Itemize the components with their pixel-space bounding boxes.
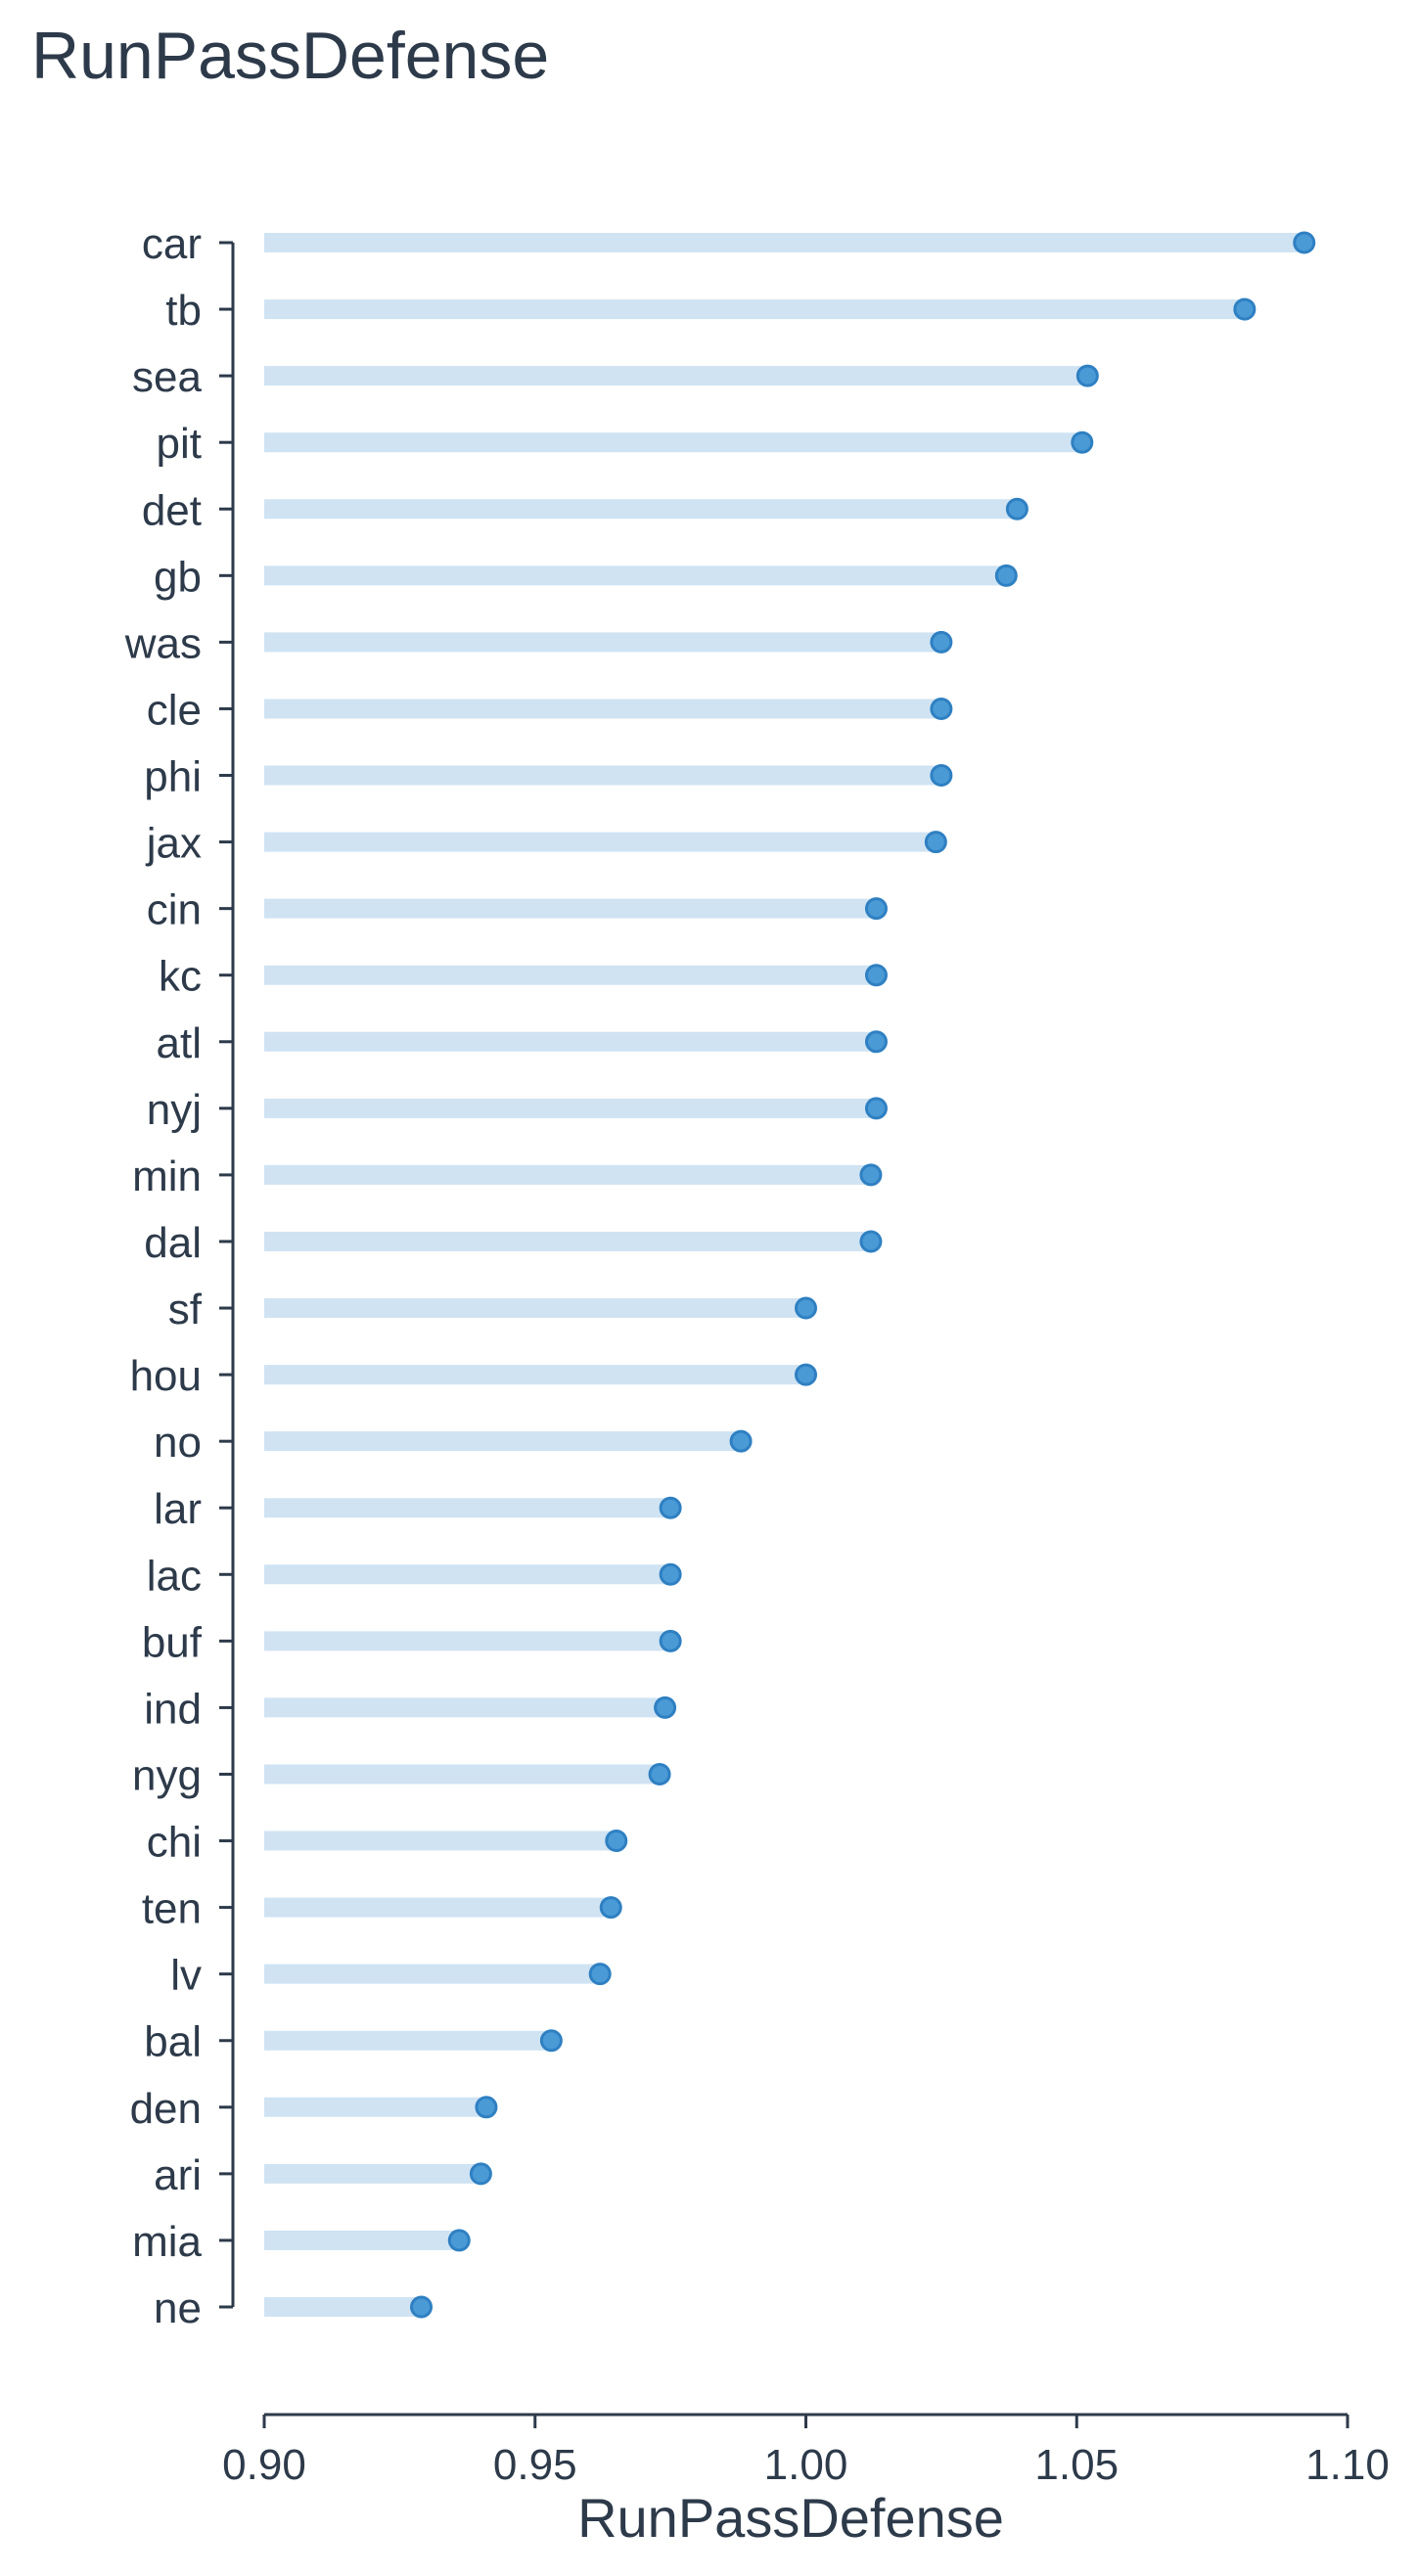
dot-ne — [410, 2295, 434, 2319]
y-tick-label-sea: sea — [132, 353, 202, 401]
x-tick-label: 1.00 — [764, 2441, 848, 2489]
dot-jax — [924, 831, 947, 854]
dot-nyj — [864, 1097, 888, 1120]
y-tick-label-buf: buf — [142, 1618, 203, 1666]
dots-layer — [410, 231, 1316, 2319]
dot-kc — [864, 964, 888, 987]
y-tick-label-ari: ari — [154, 2151, 202, 2199]
dot-pit — [1071, 430, 1094, 454]
dot-mia — [447, 2229, 471, 2252]
y-tick-label-min: min — [132, 1152, 202, 1200]
dot-lv — [588, 1963, 612, 1986]
y-tick-label-lac: lac — [147, 1552, 202, 1600]
y-tick-label-nyg: nyg — [132, 1751, 202, 1799]
dot-lac — [659, 1562, 682, 1586]
dot-phi — [930, 764, 953, 788]
dot-lar — [659, 1496, 682, 1519]
y-tick-label-pit: pit — [157, 420, 202, 468]
y-tick-label-jax: jax — [145, 820, 202, 868]
y-tick-label-bal: bal — [144, 2018, 202, 2066]
y-axis: car tb sea pit det gb was cle phi jax cin kc atl nyj m… — [124, 220, 235, 2332]
y-tick-label-gb: gb — [154, 553, 202, 601]
y-tick-label-cin: cin — [147, 886, 202, 934]
dot-min — [859, 1163, 883, 1187]
dot-chi — [605, 1830, 628, 1853]
x-axis-label: RunPassDefense — [577, 2487, 1004, 2549]
dot-ten — [599, 1896, 622, 1920]
dot-hou — [795, 1363, 817, 1386]
y-tick-label-kc: kc — [159, 953, 202, 1001]
y-tick-label-car: car — [142, 220, 202, 268]
y-tick-label-den: den — [130, 2085, 202, 2133]
dot-sea — [1075, 364, 1099, 387]
y-tick-label-nyj: nyj — [147, 1086, 202, 1134]
dot-den — [475, 2096, 498, 2119]
x-tick-label: 0.95 — [493, 2441, 577, 2489]
y-tick-label-cle: cle — [147, 686, 202, 734]
dot-was — [930, 630, 953, 654]
x-tick-label: 0.90 — [222, 2441, 306, 2489]
chart-title: RunPassDefense — [31, 19, 550, 93]
y-tick-label-ten: ten — [142, 1885, 202, 1933]
dot-no — [729, 1429, 753, 1453]
x-axis: 0.90 0.95 1.00 1.05 1.10 — [222, 2413, 1390, 2489]
y-tick-label-atl: atl — [157, 1019, 202, 1067]
dot-cle — [930, 697, 953, 720]
y-tick-label-lv: lv — [170, 1952, 202, 2000]
y-tick-label-no: no — [154, 1419, 202, 1467]
dot-det — [1005, 497, 1029, 520]
y-tick-label-phi: phi — [144, 753, 202, 801]
dot-ari — [469, 2162, 492, 2186]
x-tick-label: 1.10 — [1305, 2441, 1390, 2489]
dot-dal — [859, 1230, 883, 1253]
dot-tb — [1233, 297, 1257, 321]
dot-sf — [795, 1296, 817, 1320]
stems-layer — [264, 233, 1304, 2317]
dot-atl — [864, 1030, 888, 1054]
y-tick-label-tb: tb — [165, 287, 202, 335]
dot-bal — [539, 2029, 563, 2053]
dot-car — [1293, 231, 1316, 254]
y-tick-label-lar: lar — [154, 1485, 202, 1533]
dot-ind — [654, 1695, 677, 1719]
y-tick-label-mia: mia — [132, 2218, 202, 2266]
y-tick-label-ne: ne — [154, 2284, 202, 2332]
y-tick-label-chi: chi — [147, 1819, 202, 1867]
y-tick-label-ind: ind — [144, 1685, 202, 1733]
dot-nyg — [648, 1762, 671, 1785]
x-tick-label: 1.05 — [1034, 2441, 1119, 2489]
dot-buf — [659, 1629, 682, 1652]
dot-gb — [994, 564, 1018, 587]
dot-cin — [864, 897, 888, 921]
y-tick-label-hou: hou — [130, 1352, 202, 1400]
y-tick-label-sf: sf — [168, 1286, 203, 1333]
y-tick-label-was: was — [124, 619, 202, 667]
y-tick-label-det: det — [142, 486, 202, 534]
y-tick-label-dal: dal — [144, 1219, 202, 1267]
